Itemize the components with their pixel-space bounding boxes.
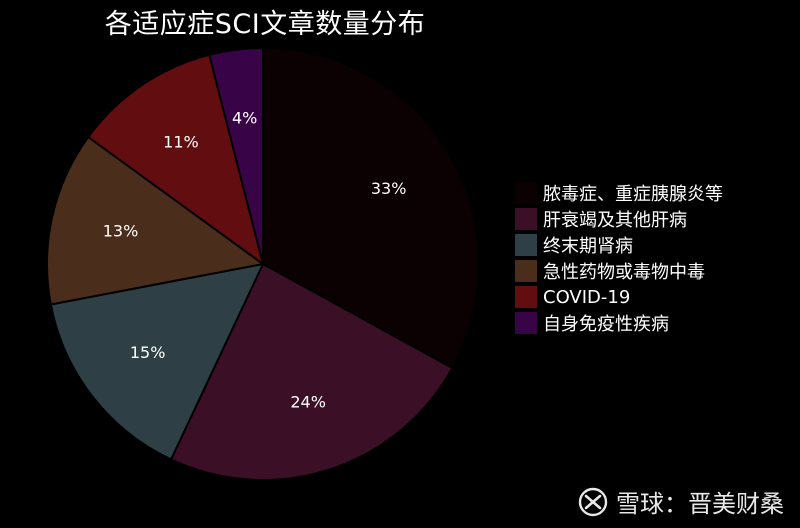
xueqiu-logo-icon [578,487,608,516]
slice-data-label: 13% [103,222,139,241]
legend-label: 急性药物或毒物中毒 [543,262,705,283]
legend-label: COVID-19 [543,286,631,308]
legend-label: 肝衰竭及其他肝病 [543,210,687,231]
slice-data-label: 33% [371,179,407,198]
legend-item: 急性药物或毒物中毒 [515,258,723,284]
pie-slice [46,135,266,306]
legend-swatch [515,234,537,256]
watermark: 雪球：晋美财桑 [578,484,784,519]
legend-item: 肝衰竭及其他肝病 [515,206,723,232]
legend-swatch [515,312,537,334]
slice-data-label: 11% [163,133,199,152]
pie-slice [208,46,264,265]
pie-slice [86,53,265,267]
legend-swatch [515,286,537,308]
legend-label: 终末期肾病 [543,236,633,257]
legend-item: 脓毒症、重症胰腺炎等 [515,180,723,206]
pie-slice [49,262,265,461]
legend-swatch [515,260,537,282]
pie-slice [262,46,480,370]
slice-data-label: 15% [130,343,166,362]
slice-data-label: 4% [232,109,257,128]
legend-item: 终末期肾病 [515,232,723,258]
pie-slice [169,262,454,481]
slice-data-label: 24% [290,392,326,411]
chart-title: 各适应症SCI文章数量分布 [104,9,426,40]
legend: 脓毒症、重症胰腺炎等 肝衰竭及其他肝病 终末期肾病急性药物或毒物中毒 COVID-19… [515,180,723,336]
legend-label: 自身免疫性疾病 [543,314,669,335]
legend-swatch [515,182,537,204]
legend-label: 脓毒症、重症胰腺炎等 [543,184,723,205]
legend-item: COVID-19 [515,284,723,310]
legend-item: 自身免疫性疾病 [515,310,723,336]
legend-swatch [515,208,537,230]
watermark-text: 雪球：晋美财桑 [616,490,784,518]
